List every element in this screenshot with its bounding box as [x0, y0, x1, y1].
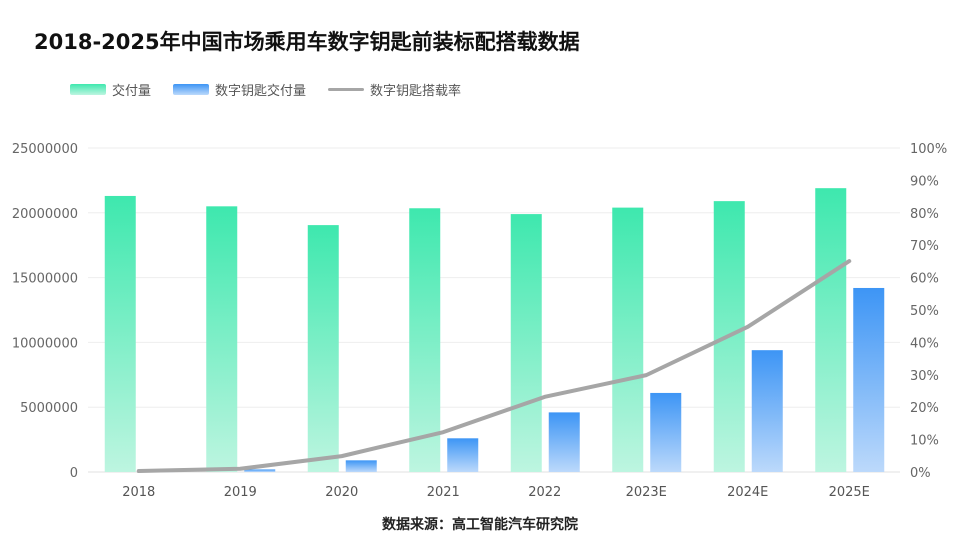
y-right-tick-label: 80% — [910, 207, 939, 222]
legend-label: 交付量 — [112, 84, 152, 99]
bar-digital-key-deliveries — [751, 350, 783, 472]
line-penetration-rate — [136, 259, 852, 474]
y-left-tick-label: 5000000 — [20, 401, 78, 416]
chart-title: 2018-2025年中国市场乘用车数字钥匙前装标配搭载数据 — [34, 30, 580, 54]
legend-swatch — [328, 88, 365, 91]
bar-digital-key-deliveries — [548, 412, 580, 472]
x-tick-label: 2019 — [224, 485, 257, 500]
legend-swatch — [173, 84, 210, 95]
bar-digital-key-deliveries — [345, 460, 377, 472]
x-tick-label: 2023E — [626, 485, 667, 500]
legend-item-penetration-rate[interactable]: 数字钥匙搭载率 — [328, 80, 461, 99]
y-right-tick-label: 20% — [910, 401, 939, 416]
bar-digital-key-deliveries — [853, 287, 885, 472]
y-right-tick-label: 90% — [910, 174, 939, 189]
legend-label: 数字钥匙搭载率 — [370, 84, 462, 99]
y-right-tick-label: 10% — [910, 434, 939, 449]
legend-item-deliveries[interactable]: 交付量 — [70, 80, 151, 99]
y-left-tick-label: 25000000 — [12, 142, 78, 157]
x-tick-label: 2025E — [829, 485, 870, 500]
bar-deliveries — [206, 206, 238, 472]
legend-label: 数字钥匙交付量 — [215, 84, 307, 99]
y-right-tick-label: 70% — [910, 239, 939, 254]
bar-digital-key-deliveries — [650, 392, 682, 472]
legend-swatch — [70, 84, 106, 95]
bar-deliveries — [510, 214, 542, 472]
x-tick-label: 2022 — [528, 485, 561, 500]
bar-deliveries — [612, 207, 644, 472]
bar-deliveries — [815, 188, 847, 472]
y-left-tick-label: 10000000 — [12, 336, 78, 351]
x-tick-label: 2021 — [427, 485, 460, 500]
y-left-tick-label: 15000000 — [12, 272, 78, 287]
bar-deliveries — [409, 208, 441, 472]
legend-item-digital-key-deliveries[interactable]: 数字钥匙交付量 — [173, 80, 306, 99]
source-note: 数据来源：高工智能汽车研究院 — [382, 517, 578, 533]
y-right-tick-label: 30% — [910, 369, 939, 384]
bar-deliveries — [307, 225, 339, 472]
y-right-tick-label: 0% — [910, 466, 931, 481]
y-right-tick-label: 40% — [910, 336, 939, 351]
x-tick-label: 2018 — [122, 485, 155, 500]
y-right-tick-label: 50% — [910, 304, 939, 319]
bar-digital-key-deliveries — [244, 469, 276, 472]
x-tick-label: 2020 — [325, 485, 358, 500]
bar-digital-key-deliveries — [447, 438, 479, 472]
y-left-tick-label: 0 — [70, 466, 78, 481]
x-tick-label: 2024E — [727, 485, 768, 500]
y-left-tick-label: 20000000 — [12, 207, 78, 222]
y-right-tick-label: 100% — [910, 142, 947, 157]
bar-deliveries — [104, 195, 136, 472]
legend: 交付量 数字钥匙交付量 数字钥匙搭载率 — [70, 80, 461, 99]
y-right-tick-label: 60% — [910, 272, 939, 287]
